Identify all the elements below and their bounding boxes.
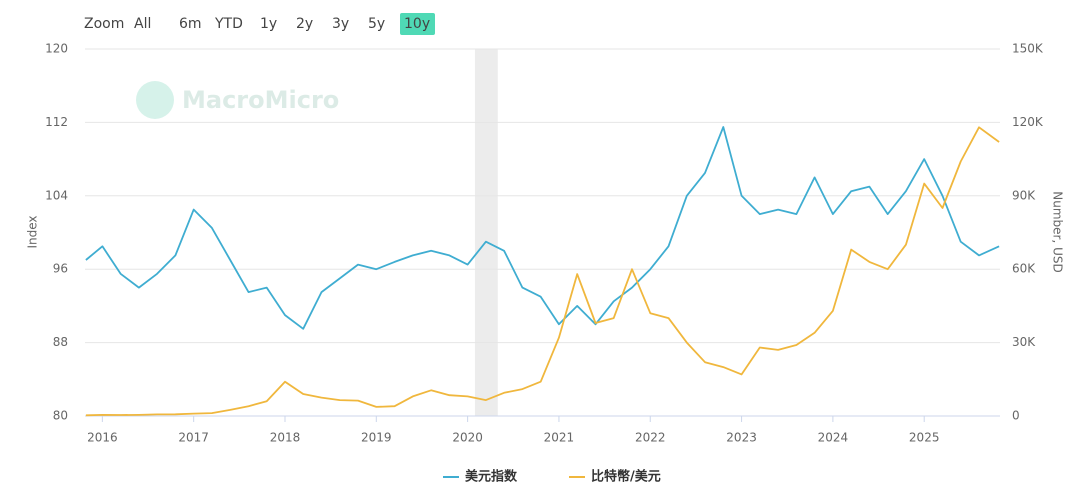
range-button[interactable]: 6m [179,16,202,32]
highlight-band [474,49,498,416]
y2-axis-title: Number, USD [1051,191,1065,272]
range-button-active [400,13,435,35]
range-button[interactable]: YTD [214,16,243,32]
x-tick-label: 2025 [909,431,940,445]
x-tick-label: 2022 [635,431,666,445]
x-tick-label: 2023 [726,431,757,445]
y-tick-label: 88 [53,335,68,349]
x-tick-label: 2019 [361,431,392,445]
x-tick-label: 2016 [87,431,118,445]
y-tick-label: 120 [45,42,68,56]
y-tick-label: 104 [45,188,68,202]
x-tick-label: 2024 [818,431,849,445]
legend-label[interactable]: 美元指数 [465,469,518,485]
x-tick-label: 2018 [270,431,301,445]
logo: MacroMicro [136,81,339,119]
x-tick-label: 2017 [178,431,209,445]
series-line [85,126,1000,417]
y2-tick-label: 60K [1012,262,1036,276]
y-tick-label: 112 [45,115,68,129]
y2-tick-label: 90K [1012,188,1036,202]
zoom-label: Zoom [84,16,124,32]
logo-icon [136,81,174,119]
y-axis-title: Index [26,215,40,248]
y2-tick-label: 120K [1012,115,1044,129]
range-button[interactable]: 5y [368,16,385,32]
range-button[interactable]: 10y [404,16,430,32]
x-tick-label: 2020 [452,431,483,445]
y2-tick-label: 30K [1012,335,1036,349]
series-line [85,126,1000,330]
range-button[interactable]: 2y [296,16,313,32]
y2-tick-label: 150K [1012,42,1044,56]
range-button[interactable]: 1y [260,16,277,32]
range-button[interactable]: All [134,16,151,32]
logo-text: MacroMicro [182,86,339,114]
x-tick-label: 2021 [544,431,575,445]
y-tick-label: 96 [53,262,68,276]
legend-label[interactable]: 比特幣/美元 [591,469,661,485]
y-tick-label: 80 [53,409,68,423]
y2-tick-label: 0 [1012,409,1020,423]
range-button[interactable]: 3y [332,16,349,32]
